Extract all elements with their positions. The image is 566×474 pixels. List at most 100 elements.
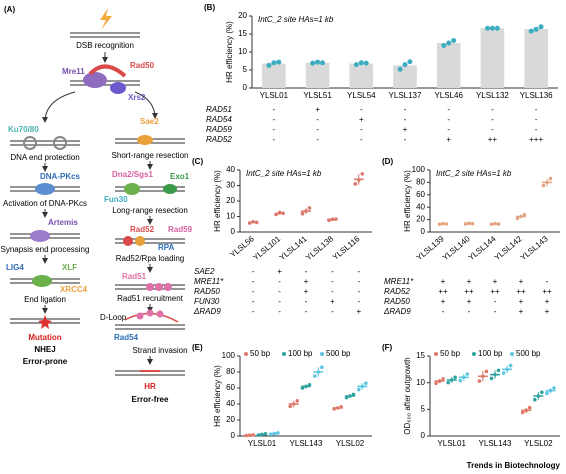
- genotype-mark: -: [535, 105, 538, 114]
- genotype-mark: ++: [488, 135, 498, 144]
- y-tick-label: 5: [243, 65, 248, 74]
- genotype-mark: +: [519, 297, 524, 306]
- genotype-mark: +: [304, 287, 309, 296]
- point: [334, 217, 338, 221]
- x-tick-label: YLSL144: [467, 234, 498, 262]
- y-tick-label: 60: [416, 190, 425, 199]
- point: [344, 395, 349, 400]
- outcome: Error-prone: [23, 357, 68, 366]
- point: [353, 62, 359, 68]
- point: [541, 183, 546, 188]
- legend-label: 100 bp: [478, 349, 503, 358]
- genotype-mark: -: [535, 115, 538, 124]
- bar: [480, 28, 505, 89]
- genotype-mark: -: [491, 115, 494, 124]
- point: [449, 378, 454, 382]
- point: [489, 376, 494, 381]
- legend-marker: [434, 352, 438, 356]
- genotype-mark: -: [278, 307, 281, 316]
- genotype-mark: +: [467, 277, 472, 286]
- point: [304, 384, 308, 389]
- genotype-mark: -: [357, 267, 360, 276]
- y-axis-label: HR efficiency (%): [403, 170, 412, 232]
- genotype-mark: -: [252, 277, 255, 286]
- point: [485, 25, 491, 31]
- footer: Trends in Biotechnology: [467, 461, 561, 470]
- point: [295, 399, 299, 403]
- genotype-mark: +: [519, 307, 524, 316]
- point: [353, 182, 358, 186]
- y-tick-label: 40: [416, 202, 425, 211]
- y-axis-label: OD₆₀₀ after outgrowth: [403, 357, 412, 434]
- legend-marker: [282, 352, 286, 356]
- dna: [10, 141, 80, 145]
- step: Short-range resection: [112, 151, 189, 160]
- protein: [155, 283, 163, 291]
- panel-label: (E): [192, 343, 203, 352]
- point: [281, 211, 285, 216]
- genotype-mark: -: [305, 307, 308, 316]
- point: [244, 433, 248, 438]
- point: [458, 378, 463, 383]
- protein-label: XRCC4: [60, 285, 88, 294]
- point: [310, 60, 316, 66]
- genotype-mark: +: [330, 297, 335, 306]
- point: [533, 26, 539, 32]
- bar: [524, 28, 548, 88]
- protein-label: Exo1: [170, 172, 190, 181]
- genotype-label: RAD59: [206, 125, 232, 134]
- point: [307, 383, 312, 387]
- bar: [349, 63, 374, 88]
- genotype-mark: +: [446, 135, 451, 144]
- point: [463, 222, 468, 226]
- point: [441, 221, 445, 226]
- arrow: [134, 91, 158, 119]
- point: [451, 37, 457, 43]
- point: [493, 221, 497, 226]
- genotype-mark: -: [331, 267, 334, 276]
- panel-label: (D): [382, 157, 393, 166]
- x-tick-label: YLSL142: [493, 234, 524, 262]
- point: [496, 368, 501, 373]
- point: [527, 405, 532, 410]
- point: [481, 374, 485, 379]
- panel-a: (A) DSB recognition Mre11 Rad50 Xrs2 Ku7…: [1, 5, 193, 404]
- point: [300, 211, 305, 216]
- x-tick-label: YLSL51: [303, 91, 332, 100]
- point: [536, 394, 541, 398]
- protein: [124, 183, 140, 195]
- x-tick-label: YLSL101: [251, 234, 282, 262]
- x-tick-label: YLSL02: [524, 439, 553, 448]
- point: [465, 372, 470, 376]
- point: [402, 62, 408, 68]
- step: End ligation: [24, 295, 66, 304]
- genotype-label: FUN30: [194, 297, 220, 306]
- genotype-mark: -: [273, 135, 276, 144]
- genotype-label: RAD51: [206, 105, 232, 114]
- y-tick-label: 0: [243, 83, 248, 92]
- genotype-mark: -: [357, 277, 360, 286]
- point: [260, 432, 264, 437]
- legend-marker: [510, 352, 514, 356]
- arrow: [42, 91, 76, 123]
- point: [545, 180, 549, 185]
- point: [489, 222, 494, 227]
- point: [254, 220, 259, 225]
- genotype-label: ΔRAD9: [383, 307, 411, 316]
- genotype-label: RAD52: [384, 287, 410, 296]
- point: [288, 404, 292, 409]
- step: DNA end protection: [10, 153, 79, 162]
- x-tick-label: YLSL143: [290, 439, 323, 448]
- point: [332, 407, 336, 411]
- legend-label: 500 bp: [516, 349, 541, 358]
- genotype-mark: -: [331, 307, 334, 316]
- protein-label: Artemis: [48, 218, 78, 227]
- point: [276, 431, 280, 435]
- protein-label: Sae2: [140, 117, 159, 126]
- point: [552, 386, 556, 390]
- genotype-mark: +: [441, 297, 446, 306]
- point: [266, 62, 272, 68]
- dna: [70, 33, 140, 37]
- point: [548, 176, 553, 181]
- outcome: Mutation: [28, 333, 61, 342]
